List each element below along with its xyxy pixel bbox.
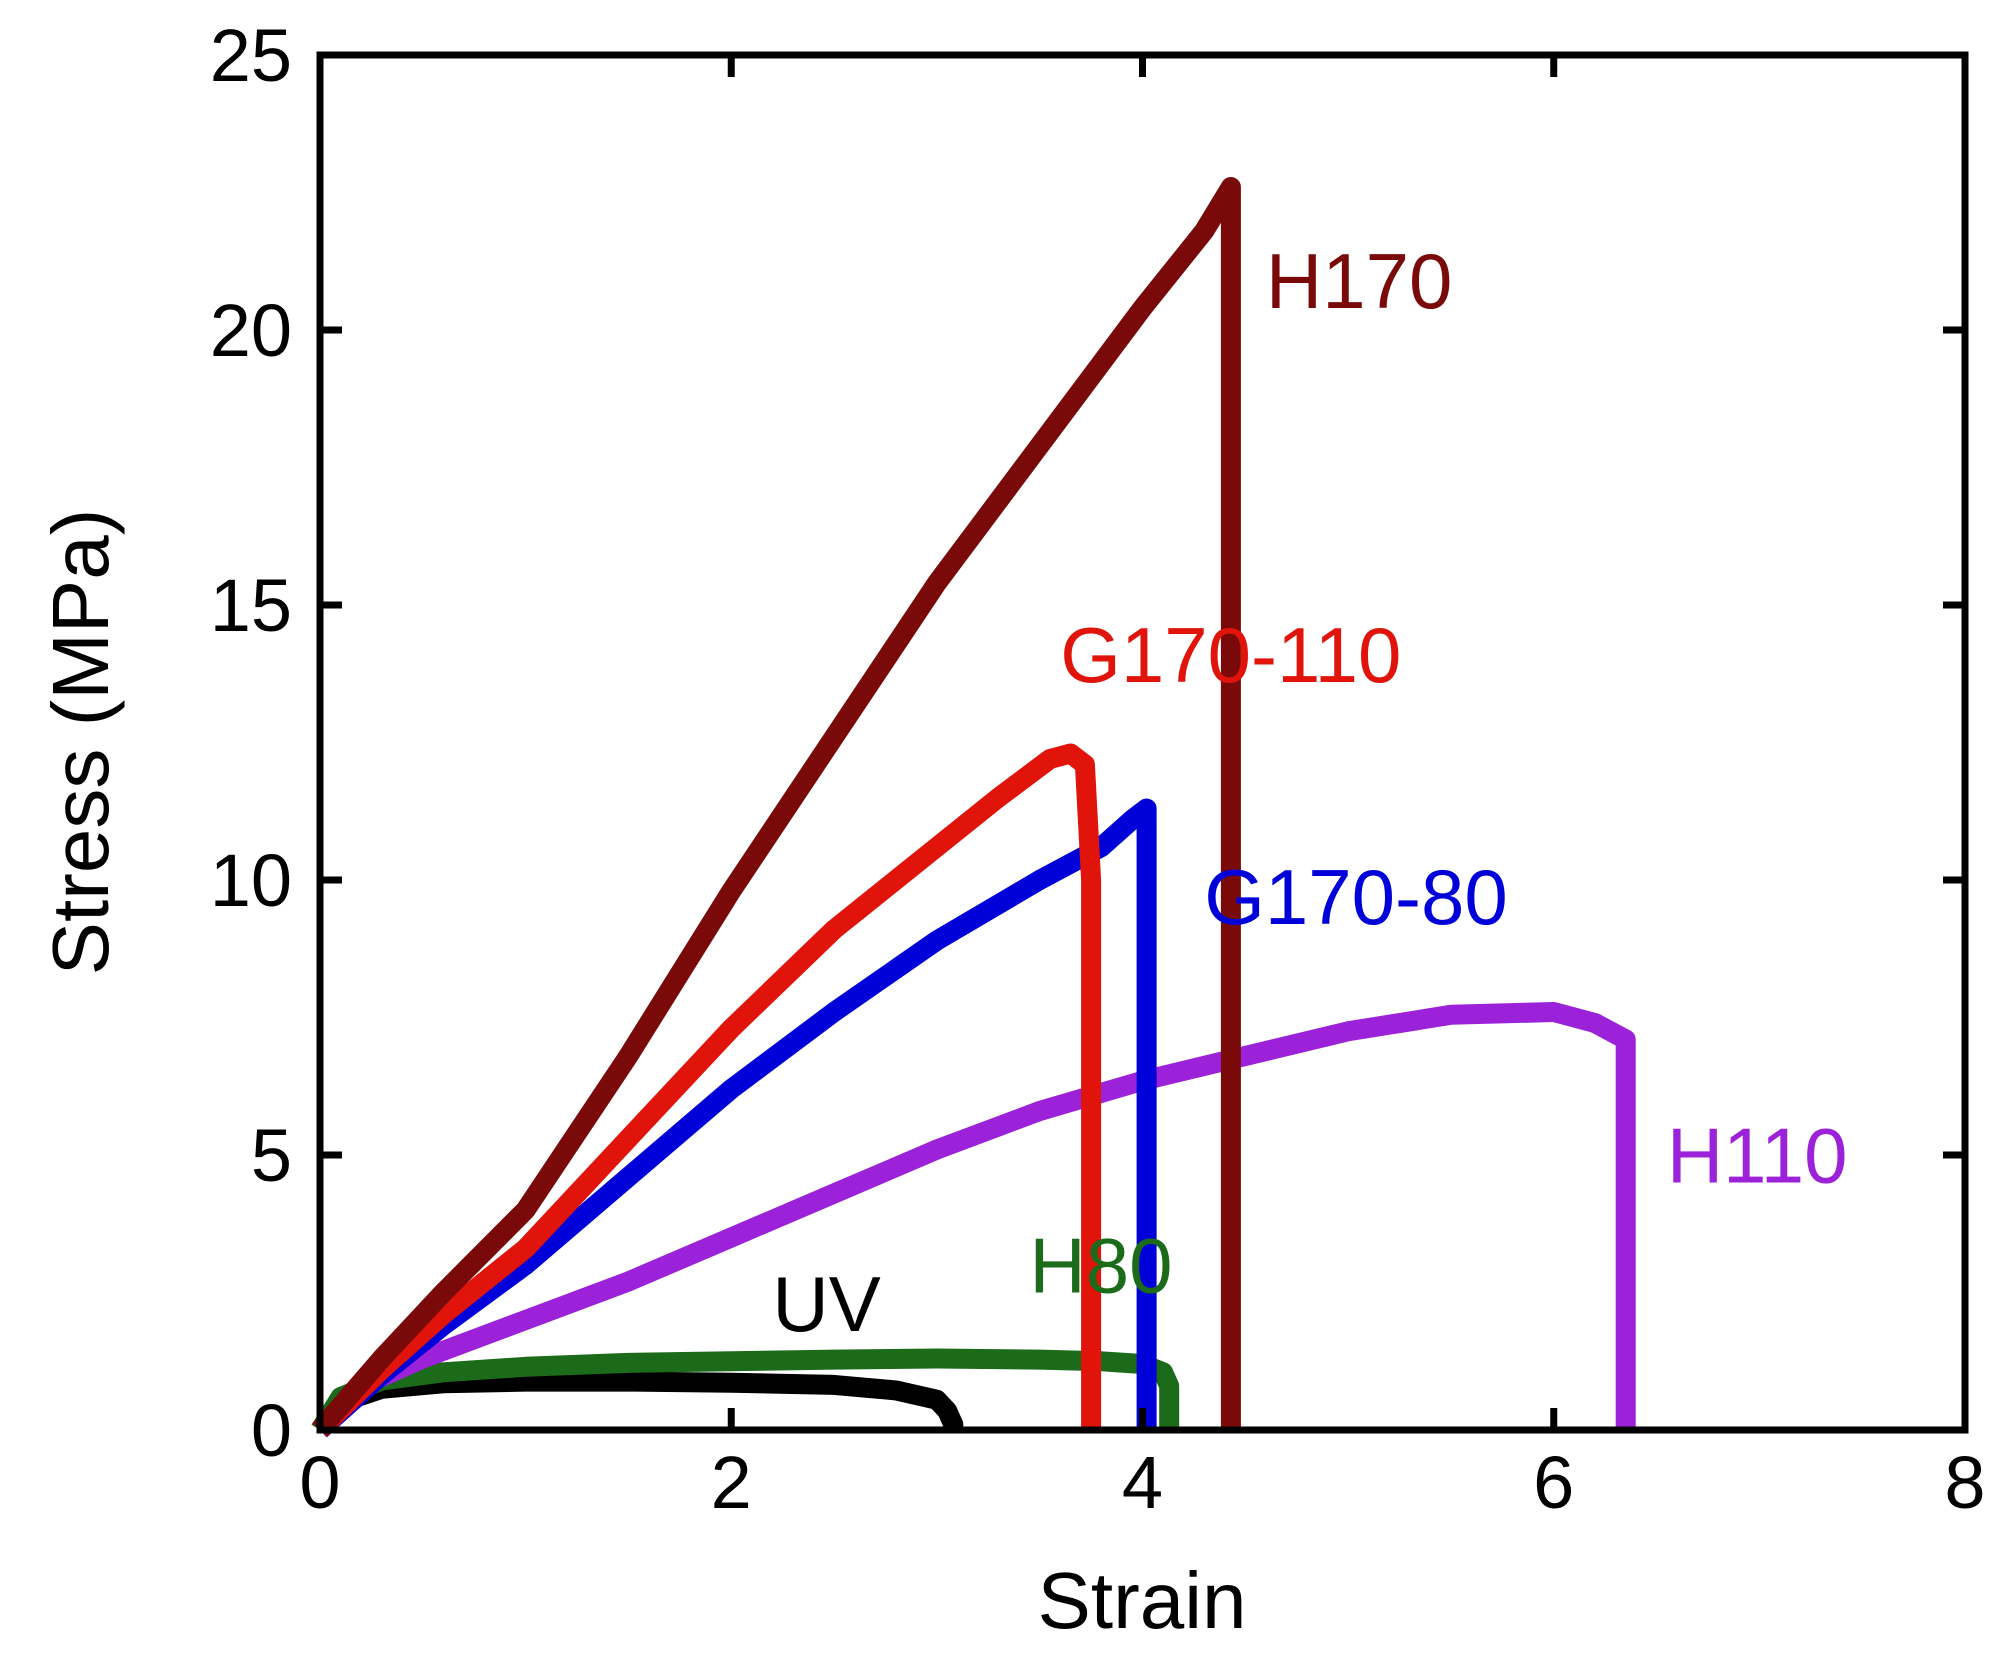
y-tick-label: 20: [210, 289, 292, 372]
y-tick-label: 25: [210, 14, 292, 97]
series-label-h110: H110: [1667, 1112, 1848, 1200]
series-line-uv: [311, 1371, 964, 1436]
y-tick-label: 0: [251, 1389, 292, 1472]
series-line-h110: [312, 1002, 1636, 1437]
y-tick-label: 15: [210, 564, 292, 647]
tick-layer: 0 2 4 6 8 0 5 10 15 20 25: [210, 14, 1986, 1524]
series-label-h170: H170: [1266, 237, 1452, 325]
series-label-h80: H80: [1029, 1222, 1172, 1310]
annotation-layer: H170 G170-110 G170-80 H110 UV H80: [772, 237, 1847, 1348]
x-tick-label: 2: [711, 1441, 752, 1524]
y-axis-title: Stress (MPa): [36, 509, 125, 976]
series-line-h170: [312, 177, 1241, 1437]
x-tick-label: 8: [1944, 1441, 1985, 1524]
series-line-h80: [311, 1348, 1180, 1436]
series-layer: [311, 177, 1636, 1438]
x-tick-label: 4: [1122, 1441, 1163, 1524]
series-label-g170-110: G170-110: [1060, 611, 1401, 699]
x-tick-label: 6: [1533, 1441, 1574, 1524]
y-tick-label: 5: [251, 1114, 292, 1197]
series-line-g170-110: [312, 743, 1102, 1438]
x-axis-title: Strain: [1038, 1556, 1247, 1645]
series-label-uv: UV: [772, 1260, 880, 1348]
y-tick-label: 10: [210, 839, 292, 922]
series-label-g170-80: G170-80: [1204, 853, 1508, 941]
x-tick-label: 0: [299, 1441, 340, 1524]
